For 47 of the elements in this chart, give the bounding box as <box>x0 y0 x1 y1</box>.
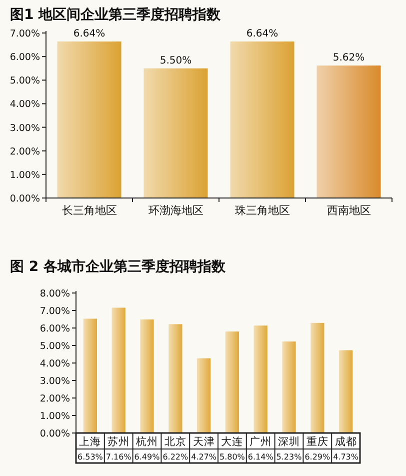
data-label: 5.50% <box>160 55 192 66</box>
y-tick-label: 5.00% <box>10 76 40 87</box>
x-tick-label: 大连 <box>221 435 244 448</box>
y-tick-label: 3.00% <box>40 376 70 387</box>
x-tick-label: 北京 <box>164 435 186 448</box>
x-tick-label: 重庆 <box>306 435 328 448</box>
y-tick-label: 4.00% <box>40 358 70 370</box>
data-label: 5.80% <box>219 452 246 462</box>
x-tick-label: 杭州 <box>135 435 158 448</box>
y-tick-label: 1.00% <box>10 170 40 181</box>
x-tick-label: 上海 <box>79 435 102 448</box>
data-label: 6.53% <box>77 452 104 462</box>
data-label: 5.62% <box>332 52 365 64</box>
chart-title: 图1 地区间企业第三季度招聘指数 <box>10 6 222 23</box>
y-tick-label: 7.00% <box>10 28 40 40</box>
x-tick-label: 珠三角地区 <box>234 204 290 217</box>
data-label: 6.49% <box>134 452 160 462</box>
y-tick-label: 1.00% <box>40 411 70 422</box>
x-tick-label: 广州 <box>250 435 272 448</box>
y-tick-label: 0.00% <box>10 194 40 204</box>
x-tick-label: 长三角地区 <box>62 204 117 217</box>
chart-title: 图 2 各城市企业第三季度招聘指数 <box>10 258 226 275</box>
y-tick-label: 4.00% <box>10 99 40 110</box>
data-label: 6.29% <box>304 452 330 462</box>
y-tick-label: 0.00% <box>40 428 70 440</box>
data-label: 4.73% <box>333 452 359 462</box>
y-tick-label: 7.00% <box>40 306 70 317</box>
data-label: 6.14% <box>248 452 274 462</box>
data-label: 6.64% <box>246 28 278 40</box>
x-tick-label: 苏州 <box>108 435 130 448</box>
x-tick-label: 天津 <box>192 435 215 448</box>
y-tick-label: 6.00% <box>40 324 70 334</box>
y-tick-label: 2.00% <box>40 394 70 404</box>
x-tick-label: 环渤海地区 <box>148 204 204 217</box>
y-tick-label: 5.00% <box>40 341 70 352</box>
y-tick-label: 6.00% <box>10 52 40 64</box>
y-tick-label: 2.00% <box>10 146 40 158</box>
data-label: 7.16% <box>106 452 132 462</box>
data-label: 5.23% <box>276 452 302 462</box>
y-tick-label: 3.00% <box>10 122 40 134</box>
data-label: 6.64% <box>73 28 106 40</box>
y-tick-label: 8.00% <box>40 288 70 300</box>
x-tick-label: 成都 <box>334 435 357 448</box>
data-label: 6.22% <box>162 452 188 462</box>
x-tick-label: 西南地区 <box>326 204 371 217</box>
data-label: 4.27% <box>191 452 217 462</box>
x-tick-label: 深圳 <box>278 435 300 448</box>
